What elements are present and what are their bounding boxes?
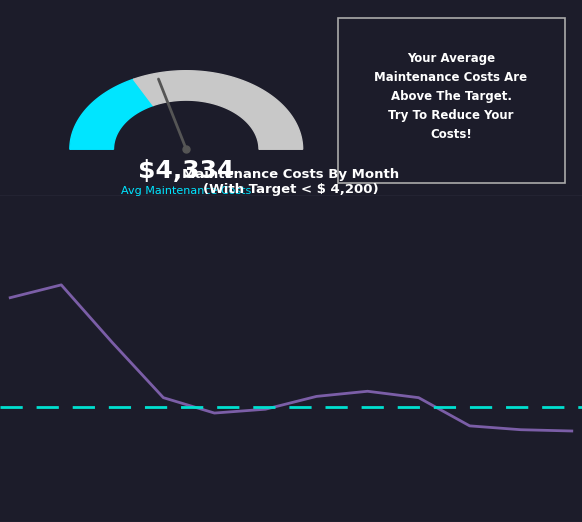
Maintenance Costs [7,294,14,301]
Maintenance Costs [568,428,575,434]
Maintenance Costs [262,406,269,412]
Text: Avg Maintenance Costs: Avg Maintenance Costs [121,185,251,196]
Target Maintenance Costs [7,404,14,410]
Maintenance Costs [313,393,320,399]
Text: $4,334: $4,334 [138,159,235,183]
Polygon shape [70,79,153,149]
Maintenance Costs [58,282,65,288]
Maintenance Costs [466,423,473,429]
Title: Maintenance Costs By Month
(With Target < $ 4,200): Maintenance Costs By Month (With Target … [182,168,400,196]
Maintenance Costs [364,388,371,395]
Text: Your Average
Maintenance Costs Are
Above The Target.
Try To Reduce Your
Costs!: Your Average Maintenance Costs Are Above… [374,52,528,141]
Maintenance Costs [211,410,218,416]
Line: Maintenance Costs: Maintenance Costs [10,285,572,431]
Maintenance Costs [160,395,167,401]
Bar [338,18,565,183]
Maintenance Costs [517,426,524,433]
Polygon shape [133,70,303,149]
Target Maintenance Costs [58,404,65,410]
Maintenance Costs [109,339,116,346]
Maintenance Costs [415,395,422,401]
